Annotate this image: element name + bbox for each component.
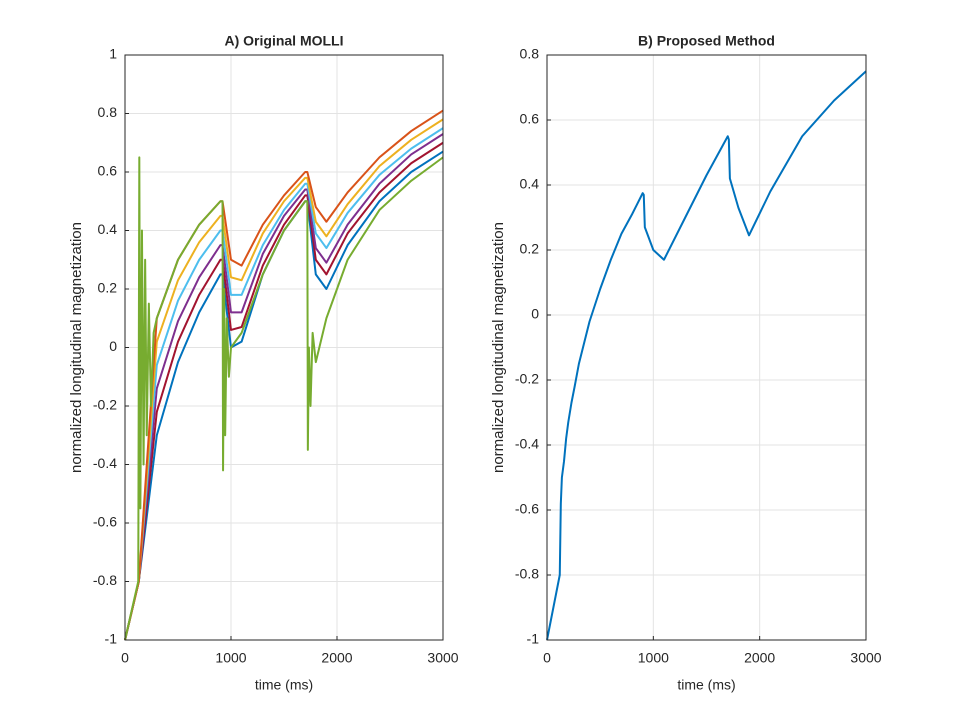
data-line: [124, 133, 444, 641]
y-tick-label: 0.4: [520, 176, 540, 192]
y-tick-label: -0.6: [515, 501, 539, 517]
y-axis-label: normalized longitudinal magnetization: [68, 222, 85, 473]
y-tick-label: -0.8: [93, 572, 117, 588]
x-axis-label: time (ms): [677, 677, 735, 693]
y-tick-label: 0.2: [520, 241, 540, 257]
x-tick-label: 2000: [744, 650, 775, 666]
y-tick-label: 0.6: [520, 111, 540, 127]
y-tick-label: 0.6: [98, 163, 118, 179]
x-tick-label: 1000: [215, 650, 246, 666]
axes-box: [124, 54, 444, 641]
y-tick-label: -1: [105, 631, 118, 647]
y-tick-label: 1: [109, 46, 117, 62]
y-tick-label: -0.4: [93, 455, 117, 471]
data-line: [124, 118, 444, 641]
chart-title: B) Proposed Method: [638, 33, 775, 49]
x-tick-label: 3000: [850, 650, 881, 666]
y-axis-label: normalized longitudinal magnetization: [490, 222, 507, 473]
y-tick-label: -0.2: [515, 371, 539, 387]
y-tick-label: -0.2: [93, 397, 117, 413]
x-axis-label: time (ms): [255, 677, 313, 693]
y-tick-label: 0.4: [98, 221, 118, 237]
data-line: [124, 141, 444, 641]
y-tick-label: 0.8: [98, 104, 118, 120]
plot-area: [547, 55, 866, 640]
axes-box: [546, 54, 867, 641]
x-tick-label: 0: [121, 650, 129, 666]
x-tick-label: 3000: [427, 650, 458, 666]
chart-title: A) Original MOLLI: [225, 33, 344, 49]
y-tick-label: -0.8: [515, 566, 539, 582]
y-tick-label: 0.2: [98, 280, 118, 296]
x-tick-label: 0: [543, 650, 551, 666]
data-line: [124, 156, 444, 641]
y-tick-label: -0.6: [93, 514, 117, 530]
x-tick-label: 2000: [321, 650, 352, 666]
x-tick-label: 1000: [638, 650, 669, 666]
data-line: [124, 127, 444, 641]
y-tick-label: -0.4: [515, 436, 539, 452]
y-tick-label: 0: [109, 338, 117, 354]
y-tick-label: 0.8: [520, 46, 540, 62]
data-line: [546, 70, 867, 641]
y-tick-label: 0: [531, 306, 539, 322]
y-tick-label: -1: [527, 631, 540, 647]
